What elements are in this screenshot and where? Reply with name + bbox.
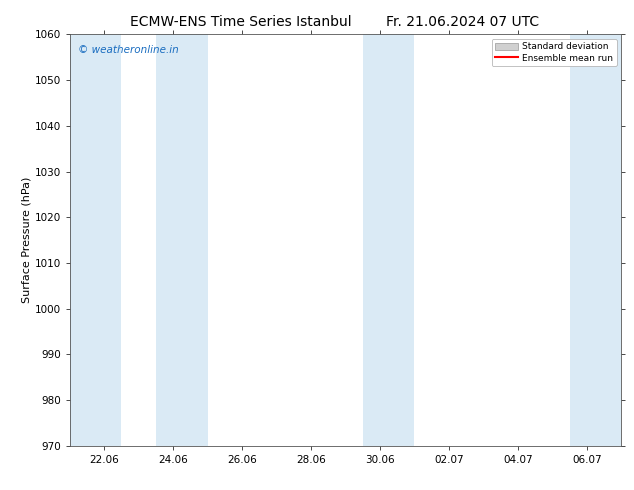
Text: ECMW-ENS Time Series Istanbul: ECMW-ENS Time Series Istanbul <box>130 15 352 29</box>
Text: Fr. 21.06.2024 07 UTC: Fr. 21.06.2024 07 UTC <box>386 15 540 29</box>
Bar <box>70 34 122 446</box>
Bar <box>363 34 415 446</box>
Bar <box>156 34 207 446</box>
Bar <box>569 34 621 446</box>
Legend: Standard deviation, Ensemble mean run: Standard deviation, Ensemble mean run <box>491 39 617 66</box>
Y-axis label: Surface Pressure (hPa): Surface Pressure (hPa) <box>22 177 32 303</box>
Text: © weatheronline.in: © weatheronline.in <box>78 45 179 54</box>
